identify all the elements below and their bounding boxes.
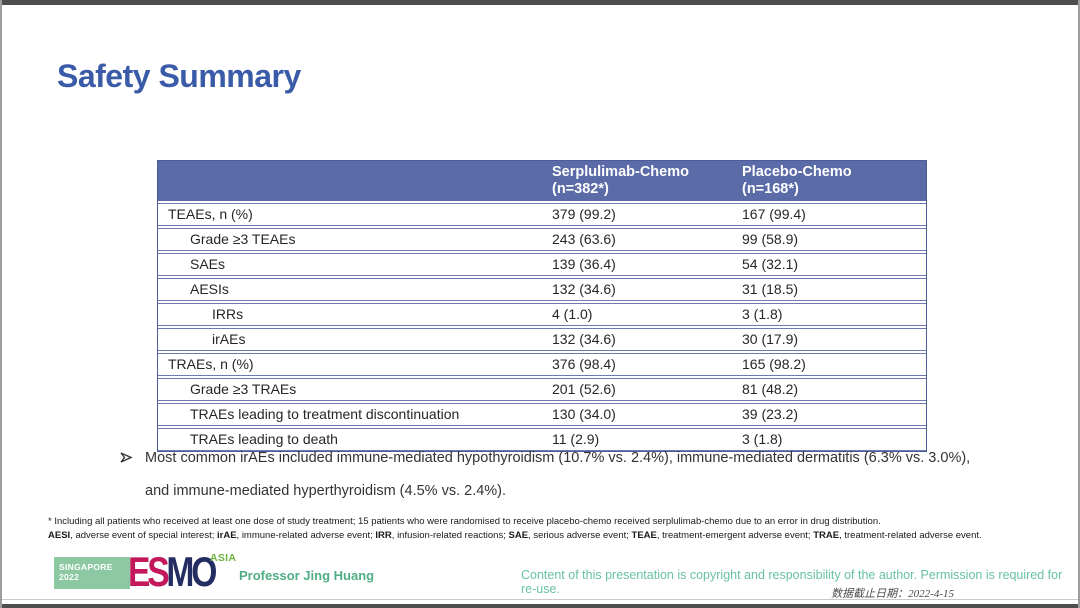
abbreviation-footnote: AESI, adverse event of special interest;…	[48, 529, 1062, 543]
copyright-notice: Content of this presentation is copyrigh…	[521, 568, 1063, 596]
esmo-asia-logo: SINGAPORE 2022 ESMO ASIA	[54, 551, 254, 598]
row-label: TRAEs leading to treatment discontinuati…	[158, 403, 548, 426]
placebo-value: 31 (18.5)	[738, 278, 926, 301]
key-finding-bullet: Most common irAEs included immune-mediat…	[120, 442, 998, 508]
row-label: irAEs	[158, 328, 548, 351]
serplulimab-value: 243 (63.6)	[548, 228, 738, 251]
abbreviation-definition: , treatment-related adverse event.	[839, 530, 982, 541]
serplulimab-value: 132 (34.6)	[548, 328, 738, 351]
header-placebo-n: (n=168*)	[742, 181, 799, 197]
placebo-value: 165 (98.2)	[738, 353, 926, 376]
placebo-value: 81 (48.2)	[738, 378, 926, 401]
asia-label: ASIA	[210, 552, 237, 564]
abbreviation-term: IRR	[375, 530, 392, 541]
abbreviation-definition: , adverse event of special interest;	[70, 530, 217, 541]
serplulimab-value: 132 (34.6)	[548, 278, 738, 301]
abbreviation-term: irAE	[217, 530, 237, 541]
row-label: Grade ≥3 TEAEs	[158, 228, 548, 251]
placebo-value: 99 (58.9)	[738, 228, 926, 251]
bullet-arrow-icon	[120, 451, 133, 508]
table-row: TEAEs, n (%) 379 (99.2) 167 (99.4)	[158, 203, 926, 226]
placebo-value: 3 (1.8)	[738, 303, 926, 326]
row-label: TEAEs, n (%)	[158, 203, 548, 226]
esmo-letter: M	[166, 548, 194, 595]
abbreviation-definition: , immune-related adverse event;	[236, 530, 376, 541]
footnotes: * Including all patients who received at…	[48, 515, 1062, 543]
header-serplulimab-n: (n=382*)	[552, 181, 609, 197]
header-serplulimab-name: Serplulimab-Chemo	[552, 164, 689, 180]
abbreviation-term: TEAE	[631, 530, 657, 541]
bottom-letterbox-bar	[2, 604, 1078, 608]
table-row: SAEs 139 (36.4) 54 (32.1)	[158, 253, 926, 276]
placebo-value: 54 (32.1)	[738, 253, 926, 276]
row-label: TRAEs, n (%)	[158, 353, 548, 376]
inclusion-footnote: * Including all patients who received at…	[48, 516, 881, 527]
serplulimab-value: 130 (34.0)	[548, 403, 738, 426]
table-row: irAEs 132 (34.6) 30 (17.9)	[158, 328, 926, 351]
table-row: Grade ≥3 TRAEs 201 (52.6) 81 (48.2)	[158, 378, 926, 401]
data-cutoff-date: 数据截止日期：2022-4-15	[831, 588, 954, 600]
abbreviation-definition: , treatment-emergent adverse event;	[656, 530, 814, 541]
row-label: SAEs	[158, 253, 548, 276]
abbreviation-definition: , serious adverse event;	[528, 530, 632, 541]
abbreviation-term: SAE	[508, 530, 529, 541]
abbreviation-term: TRAE	[813, 530, 840, 541]
placebo-value: 3 (1.8)	[738, 428, 926, 451]
row-label: Grade ≥3 TRAEs	[158, 378, 548, 401]
abbreviation-term: AESI	[48, 530, 71, 541]
table-row: TRAEs leading to treatment discontinuati…	[158, 403, 926, 426]
serplulimab-value: 376 (98.4)	[548, 353, 738, 376]
row-label: TRAEs leading to death	[158, 428, 548, 451]
row-label: AESIs	[158, 278, 548, 301]
safety-table-grid: Serplulimab-Chemo (n=382*) Placebo-Chemo…	[158, 161, 926, 451]
bullet-text: Most common irAEs included immune-mediat…	[145, 450, 971, 499]
header-placebo-name: Placebo-Chemo	[742, 164, 852, 180]
serplulimab-value: 139 (36.4)	[548, 253, 738, 276]
table-row: TRAEs, n (%) 376 (98.4) 165 (98.2)	[158, 353, 926, 376]
placebo-value: 39 (23.2)	[738, 403, 926, 426]
badge-year: 2022	[59, 572, 80, 582]
safety-table: Serplulimab-Chemo (n=382*) Placebo-Chemo…	[157, 160, 927, 452]
abbreviation-definition: , infusion-related reactions;	[391, 530, 509, 541]
table-row: Grade ≥3 TEAEs 243 (63.6) 99 (58.9)	[158, 228, 926, 251]
footer-divider	[2, 599, 1078, 600]
esmo-letter: O	[191, 548, 217, 595]
table-row: AESIs 132 (34.6) 31 (18.5)	[158, 278, 926, 301]
badge-singapore: SINGAPORE	[59, 562, 113, 572]
safety-table-body: TEAEs, n (%) 379 (99.2) 167 (99.4) Grade ≥3…	[158, 203, 926, 451]
row-label: IRRs	[158, 303, 548, 326]
table-row: IRRs 4 (1.0) 3 (1.8)	[158, 303, 926, 326]
header-serplulimab-chemo: Serplulimab-Chemo (n=382*)	[548, 161, 738, 201]
serplulimab-value: 201 (52.6)	[548, 378, 738, 401]
esmo-letter: E	[128, 548, 150, 595]
serplulimab-value: 379 (99.2)	[548, 203, 738, 226]
top-letterbox-bar	[2, 0, 1078, 5]
serplulimab-value: 4 (1.0)	[548, 303, 738, 326]
table-row: TRAEs leading to death 11 (2.9) 3 (1.8)	[158, 428, 926, 451]
placebo-value: 30 (17.9)	[738, 328, 926, 351]
header-placebo-chemo: Placebo-Chemo (n=168*)	[738, 161, 926, 201]
esmo-letter: S	[147, 548, 169, 595]
esmo-logo-letters: ESMO	[128, 551, 217, 593]
placebo-value: 167 (99.4)	[738, 203, 926, 226]
presenter-name: Professor Jing Huang	[239, 568, 375, 583]
header-empty-cell	[158, 161, 548, 201]
table-header-row: Serplulimab-Chemo (n=382*) Placebo-Chemo…	[158, 161, 926, 201]
singapore-2022-badge: SINGAPORE 2022	[54, 557, 130, 589]
page-title: Safety Summary	[57, 58, 301, 94]
serplulimab-value: 11 (2.9)	[548, 428, 738, 451]
